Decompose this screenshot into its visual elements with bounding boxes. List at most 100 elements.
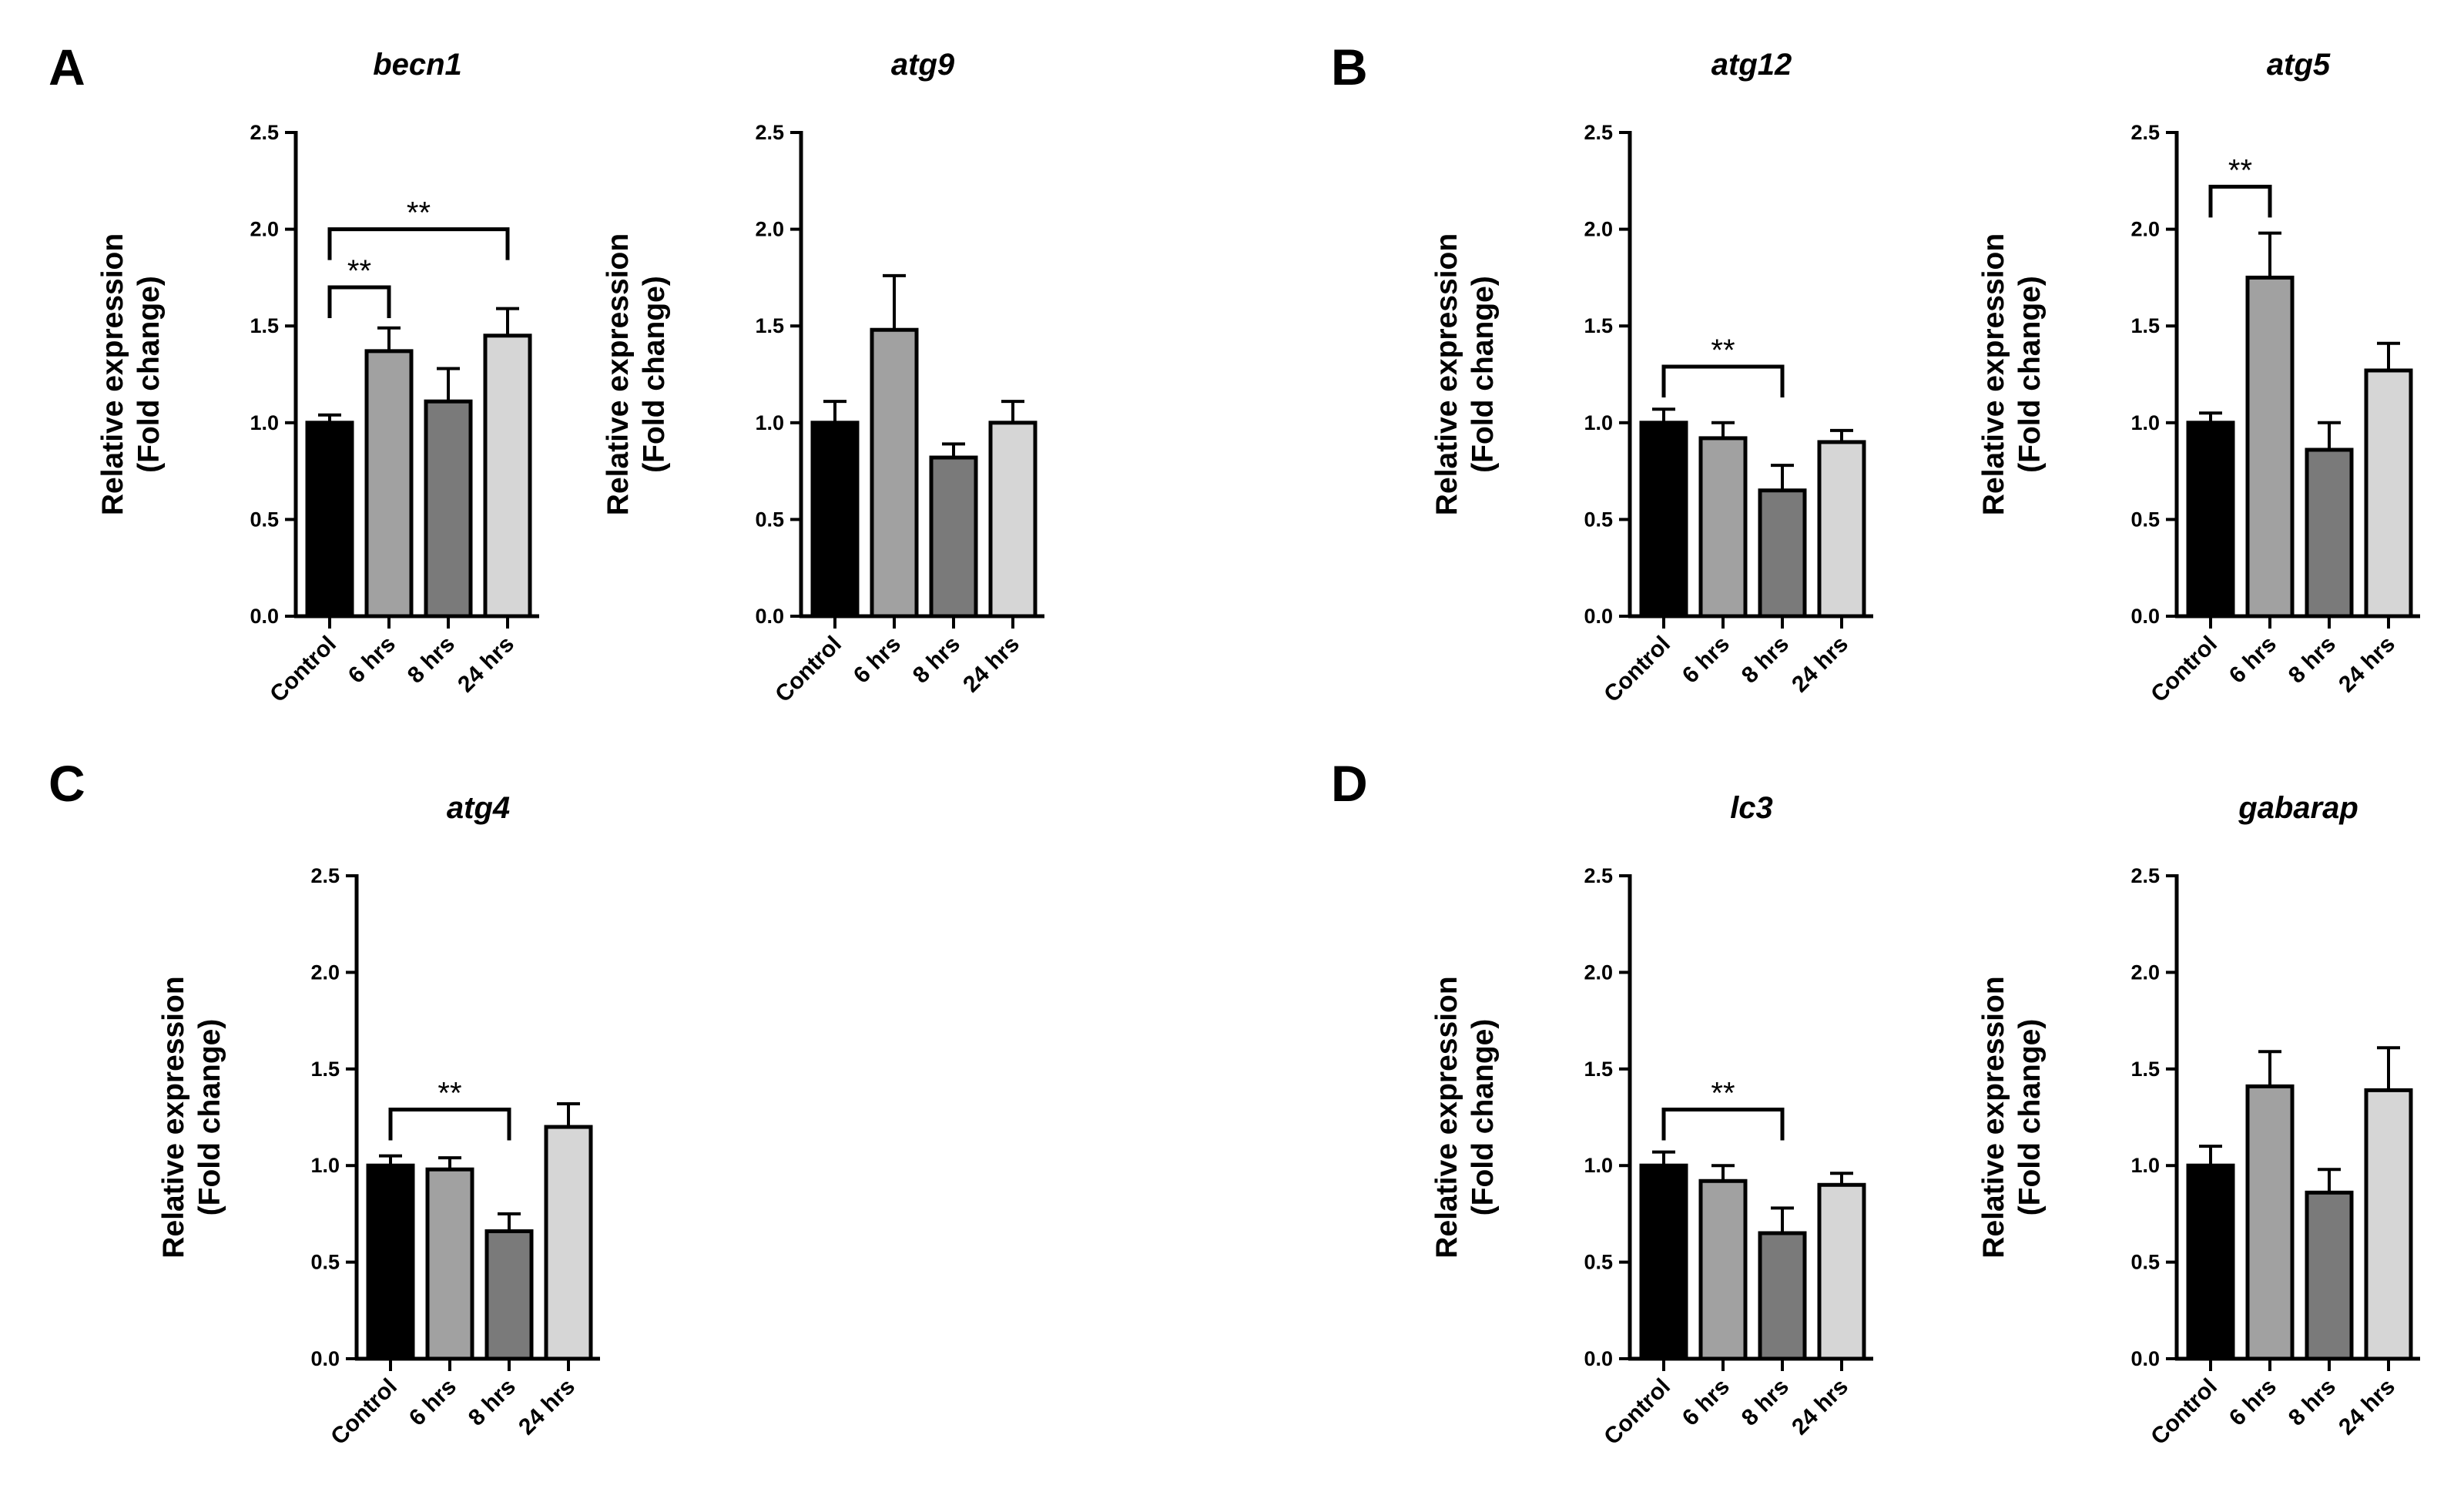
y-tick-label: 2.0 <box>250 218 279 241</box>
bar <box>544 1125 593 1361</box>
x-tick-label: 6 hrs <box>1678 632 1735 689</box>
y-axis-label: Relative expression <box>1430 233 1463 515</box>
bar <box>2245 1084 2295 1361</box>
y-tick-label: 0.0 <box>250 605 279 628</box>
y-tick-label: 0.0 <box>1584 1347 1613 1370</box>
bar <box>1639 1163 1688 1361</box>
y-tick-label: 2.5 <box>1584 121 1613 144</box>
bar <box>305 421 354 619</box>
bar <box>2186 421 2235 619</box>
y-tick-label: 2.0 <box>755 218 784 241</box>
x-tick-label: 6 hrs <box>404 1374 461 1431</box>
y-tick-label: 1.5 <box>2130 1058 2160 1081</box>
y-axis-label: (Fold change) <box>193 1019 226 1216</box>
chart-title: atg12 <box>1711 48 1792 82</box>
panel-letter-a: A <box>49 39 85 96</box>
x-tick-label: 8 hrs <box>464 1374 521 1431</box>
x-tick-label: 24 hrs <box>2334 1374 2400 1440</box>
bar <box>1639 421 1688 619</box>
y-tick-label: 0.0 <box>755 605 784 628</box>
bar <box>2305 448 2354 619</box>
x-tick-label: 24 hrs <box>1787 1374 1853 1440</box>
panel-letter-b: B <box>1331 39 1368 96</box>
bar <box>2364 1088 2413 1361</box>
bar <box>988 421 1038 619</box>
x-tick-label: Control <box>1599 1374 1675 1450</box>
y-axis-label: Relative expression <box>96 233 129 515</box>
x-tick-label: 6 hrs <box>344 632 401 689</box>
y-axis-label: (Fold change) <box>1467 276 1500 473</box>
x-tick-label: 8 hrs <box>2284 632 2341 689</box>
panel-letter-d: D <box>1331 755 1368 812</box>
bar <box>366 1163 415 1361</box>
y-axis-label: (Fold change) <box>2013 276 2047 473</box>
y-tick-label: 2.0 <box>310 961 340 984</box>
y-tick-label: 0.0 <box>2130 1347 2160 1370</box>
significance-bracket <box>327 285 391 318</box>
x-tick-label: Control <box>2146 632 2222 708</box>
chart-atg5: atg5 Relative expression (Fold change) 0.0 0… <box>1977 48 2420 707</box>
bar <box>424 399 473 619</box>
bar <box>2364 368 2413 619</box>
bar <box>364 349 414 619</box>
chart-title: atg4 <box>447 791 510 825</box>
y-tick-label: 2.0 <box>2130 961 2160 984</box>
significance-bracket <box>327 227 510 260</box>
y-tick-label: 2.5 <box>250 121 279 144</box>
y-tick-label: 1.5 <box>2130 314 2160 337</box>
y-axis-label: (Fold change) <box>2013 1019 2047 1216</box>
x-tick-label: 6 hrs <box>2224 1374 2281 1431</box>
chart-atg9: atg9 Relative expression (Fold change) 0.0 0… <box>602 48 1044 707</box>
x-tick-label: 24 hrs <box>514 1374 580 1440</box>
y-tick-label: 2.5 <box>310 864 340 887</box>
chart-atg12: atg12 Relative expression (Fold change) 0.0… <box>1430 48 1873 707</box>
y-tick-label: 2.0 <box>1584 961 1613 984</box>
chart-gabarap: gabarap Relative expression (Fold change) 0… <box>1977 791 2420 1450</box>
x-tick-label: Control <box>1599 632 1675 708</box>
panel-letter-c: C <box>49 755 85 812</box>
y-tick-label: 0.5 <box>2130 508 2160 531</box>
x-tick-label: 24 hrs <box>1787 632 1853 698</box>
chart-title: gabarap <box>2238 791 2358 825</box>
x-tick-label: Control <box>2146 1374 2222 1450</box>
bar <box>483 334 532 619</box>
x-tick-label: 6 hrs <box>1678 1374 1735 1431</box>
y-tick-label: 0.5 <box>250 508 279 531</box>
chart-title: lc3 <box>1730 791 1773 825</box>
y-tick-label: 1.5 <box>250 314 279 337</box>
chart-atg4: atg4 Relative expression (Fold change) 0.0 0… <box>157 791 600 1450</box>
y-tick-label: 0.5 <box>310 1251 340 1274</box>
y-tick-label: 0.5 <box>755 508 784 531</box>
bar <box>1758 1231 1807 1361</box>
y-axis-label: Relative expression <box>157 976 190 1258</box>
y-axis-label: (Fold change) <box>132 276 166 473</box>
y-axis-label: (Fold change) <box>1467 1019 1500 1216</box>
significance-label: ** <box>407 196 431 230</box>
y-tick-label: 2.0 <box>1584 218 1613 241</box>
y-tick-label: 2.5 <box>1584 864 1613 887</box>
y-tick-label: 1.5 <box>1584 314 1613 337</box>
y-tick-label: 1.5 <box>1584 1058 1613 1081</box>
significance-label: ** <box>437 1076 461 1110</box>
y-tick-label: 1.5 <box>755 314 784 337</box>
y-axis-label: Relative expression <box>1977 233 2010 515</box>
chart-title: atg5 <box>2267 48 2331 82</box>
significance-bracket <box>388 1107 511 1141</box>
x-tick-label: 24 hrs <box>958 632 1024 698</box>
y-axis-label: Relative expression <box>602 233 635 515</box>
y-tick-label: 0.5 <box>2130 1251 2160 1274</box>
significance-label: ** <box>2228 153 2252 187</box>
x-tick-label: 8 hrs <box>403 632 460 689</box>
x-tick-label: 8 hrs <box>1737 632 1794 689</box>
bar <box>929 455 978 619</box>
y-tick-label: 0.0 <box>2130 605 2160 628</box>
x-tick-label: Control <box>326 1374 402 1450</box>
chart-title: becn1 <box>373 48 462 82</box>
bar <box>1698 436 1748 619</box>
y-tick-label: 0.0 <box>1584 605 1613 628</box>
y-tick-label: 0.5 <box>1584 508 1613 531</box>
bar <box>2305 1190 2354 1361</box>
